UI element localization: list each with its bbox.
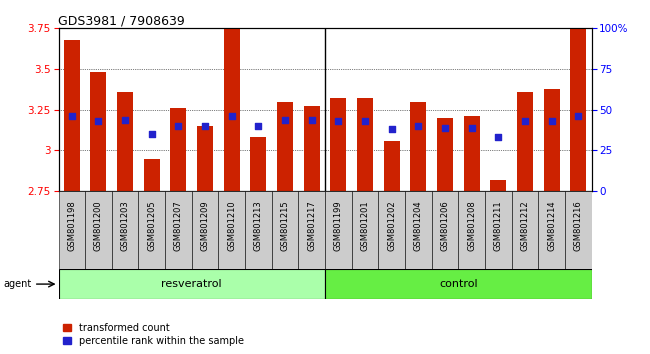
Point — [94, 118, 104, 124]
Bar — [138, 191, 165, 269]
Bar — [325, 269, 592, 299]
Point — [360, 118, 370, 124]
Point — [120, 117, 130, 122]
Legend: transformed count, percentile rank within the sample: transformed count, percentile rank withi… — [63, 323, 244, 346]
Bar — [405, 191, 432, 269]
Text: GSM801206: GSM801206 — [441, 200, 449, 251]
Point — [573, 113, 584, 119]
Bar — [517, 92, 533, 191]
Text: GSM801216: GSM801216 — [574, 200, 582, 251]
Point — [227, 113, 237, 119]
Bar — [144, 159, 160, 191]
Bar — [378, 191, 405, 269]
Bar — [330, 98, 346, 191]
Bar — [512, 191, 538, 269]
Bar — [325, 191, 352, 269]
Point — [147, 131, 157, 137]
Bar — [463, 116, 480, 191]
Text: GSM801205: GSM801205 — [148, 200, 156, 251]
Point — [439, 125, 450, 131]
Point — [386, 126, 396, 132]
Text: GSM801213: GSM801213 — [254, 200, 263, 251]
Bar — [352, 191, 378, 269]
Text: GSM801217: GSM801217 — [307, 200, 316, 251]
Text: GSM801203: GSM801203 — [121, 200, 129, 251]
Bar — [117, 92, 133, 191]
Bar — [58, 191, 85, 269]
Text: GSM801199: GSM801199 — [334, 200, 343, 251]
Text: GDS3981 / 7908639: GDS3981 / 7908639 — [58, 14, 185, 27]
Bar — [432, 191, 458, 269]
Text: GSM801208: GSM801208 — [467, 200, 476, 251]
Text: GSM801202: GSM801202 — [387, 200, 396, 251]
Bar — [58, 269, 325, 299]
Point — [307, 117, 317, 122]
Bar — [570, 14, 586, 191]
Text: GSM801214: GSM801214 — [547, 200, 556, 251]
Point — [547, 118, 557, 124]
Text: GSM801215: GSM801215 — [281, 200, 289, 251]
Text: GSM801212: GSM801212 — [521, 200, 529, 251]
Text: GSM801200: GSM801200 — [94, 200, 103, 251]
Bar — [458, 191, 485, 269]
Text: GSM801201: GSM801201 — [361, 200, 369, 251]
Point — [520, 118, 530, 124]
Point — [467, 125, 477, 131]
Bar — [250, 137, 266, 191]
Bar — [565, 191, 592, 269]
Text: agent: agent — [3, 279, 31, 289]
Point — [200, 123, 211, 129]
Text: GSM801204: GSM801204 — [414, 200, 422, 251]
Bar — [90, 72, 107, 191]
Text: control: control — [439, 279, 478, 289]
Bar — [490, 180, 506, 191]
Bar — [543, 88, 560, 191]
Point — [333, 118, 343, 124]
Bar — [538, 191, 565, 269]
Text: GSM801209: GSM801209 — [201, 200, 209, 251]
Text: GSM801207: GSM801207 — [174, 200, 183, 251]
Text: resveratrol: resveratrol — [161, 279, 222, 289]
Bar — [277, 102, 293, 191]
Point — [254, 123, 264, 129]
Bar — [224, 15, 240, 191]
Bar — [437, 118, 453, 191]
Bar — [85, 191, 112, 269]
Point — [413, 123, 424, 129]
Point — [67, 113, 77, 119]
Point — [173, 123, 184, 129]
Bar — [64, 40, 80, 191]
Bar — [245, 191, 272, 269]
Point — [493, 135, 504, 140]
Bar — [272, 191, 298, 269]
Bar — [384, 141, 400, 191]
Bar — [304, 107, 320, 191]
Text: GSM801210: GSM801210 — [227, 200, 236, 251]
Bar — [170, 108, 187, 191]
Bar — [165, 191, 192, 269]
Bar — [192, 191, 218, 269]
Bar — [218, 191, 245, 269]
Bar — [410, 102, 426, 191]
Bar — [112, 191, 138, 269]
Point — [280, 117, 291, 122]
Bar — [197, 126, 213, 191]
Bar — [298, 191, 325, 269]
Bar — [357, 98, 373, 191]
Text: GSM801198: GSM801198 — [68, 200, 76, 251]
Text: GSM801211: GSM801211 — [494, 200, 502, 251]
Bar — [485, 191, 512, 269]
